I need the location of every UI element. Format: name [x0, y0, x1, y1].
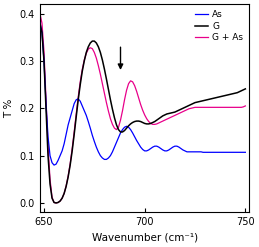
As — [38, 22, 41, 25]
X-axis label: Wavenumber (cm⁻¹): Wavenumber (cm⁻¹) — [92, 233, 198, 243]
As — [222, 151, 225, 154]
Y-axis label: T %: T % — [4, 99, 14, 118]
G — [232, 92, 235, 95]
G + As — [244, 104, 247, 107]
G + As — [159, 121, 162, 124]
G + As — [228, 106, 231, 109]
G — [97, 45, 100, 48]
As — [97, 150, 100, 153]
G — [244, 87, 247, 90]
G — [228, 93, 231, 96]
G + As — [222, 106, 225, 109]
G + As — [226, 106, 229, 109]
As — [232, 151, 235, 154]
As — [228, 151, 231, 154]
G + As — [97, 64, 100, 67]
As — [244, 151, 247, 154]
G — [38, 22, 41, 25]
G — [222, 95, 225, 98]
Line: As: As — [40, 23, 245, 165]
G + As — [232, 106, 235, 109]
G — [54, 202, 57, 205]
As — [53, 164, 56, 166]
Line: G + As: G + As — [40, 14, 245, 203]
As — [159, 147, 162, 150]
As — [226, 151, 229, 154]
G — [159, 116, 162, 119]
Legend: As, G, G + As: As, G, G + As — [193, 9, 245, 44]
Line: G: G — [40, 23, 245, 203]
G + As — [38, 12, 41, 15]
G + As — [54, 202, 57, 205]
G — [226, 94, 229, 97]
